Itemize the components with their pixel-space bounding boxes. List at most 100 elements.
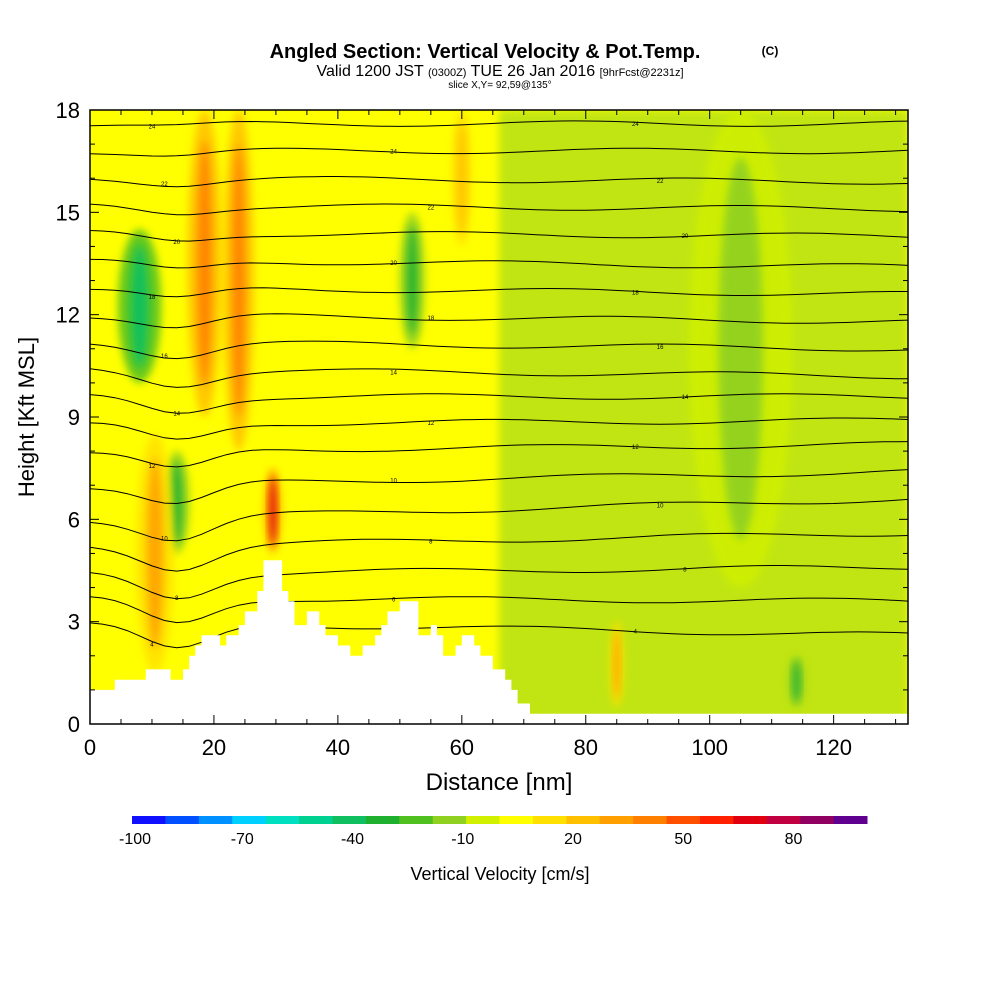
x-tick-label: 20 (202, 735, 226, 760)
isentrope-label: 16 (657, 345, 664, 351)
colorbar-swatch (499, 816, 534, 824)
isentrope (90, 532, 908, 572)
isentrope (90, 287, 908, 298)
isentrope-label: 18 (427, 316, 434, 322)
y-tick-label: 6 (68, 507, 80, 532)
colorbar-swatch (165, 816, 200, 824)
x-tick-label: 40 (326, 735, 350, 760)
colorbar-swatch (766, 816, 801, 824)
colorbar-tick-label: -10 (451, 831, 474, 848)
isentrope-label: 12 (427, 421, 434, 427)
colorbar-swatch (532, 816, 567, 824)
colorbar-swatch (466, 816, 500, 824)
y-tick-label: 9 (68, 405, 80, 430)
isentrope-label: 22 (161, 182, 168, 188)
isentrope (90, 230, 908, 242)
subtitle-utc: (0300Z) (428, 67, 467, 79)
subtitle-fcst: [9hrFcst@2231z] (600, 67, 684, 79)
subtitle-valid: Valid 1200 JST (316, 63, 424, 80)
updraft-band (457, 123, 467, 233)
downdraft-band (718, 157, 763, 540)
isentrope-label: 20 (390, 261, 397, 267)
colorbar-swatch (800, 816, 835, 824)
isentrope-label: 12 (632, 445, 639, 451)
colorbar-tick-label: -40 (341, 831, 364, 848)
colorbar-swatch (666, 816, 701, 824)
x-axis-label: Distance [nm] (426, 769, 573, 796)
isentrope-label: 6 (392, 598, 396, 604)
isentrope-label: 10 (657, 504, 664, 510)
isentrope (90, 368, 908, 388)
y-tick-label: 3 (68, 610, 80, 635)
downdraft-band (171, 461, 183, 544)
isentrope-label: 12 (149, 464, 156, 470)
chart-title: Angled Section: Vertical Velocity & Pot.… (270, 41, 701, 63)
isentrope-label: 8 (683, 567, 687, 573)
plot-area: 4 4 6 8 8 8 10 10 10 12 12 12 14 14 14 16 16 18 18 18 20 20 20… (90, 110, 908, 724)
downdraft-band (130, 244, 149, 368)
colorbar-tick-label: 80 (785, 831, 803, 848)
isentropes: 4 4 6 8 8 8 10 10 10 12 12 12 14 14 14 16 16 18 18 18 20 20 20… (90, 120, 908, 649)
y-axis-label: Height [Kft MSL] (14, 337, 39, 497)
updraft-band (146, 457, 164, 649)
isentrope-label: 18 (632, 290, 639, 296)
colorbar-swatch (399, 816, 434, 824)
colorbar-swatch (232, 816, 267, 824)
isentrope (90, 417, 908, 440)
colorbar (132, 816, 868, 824)
colorbar-swatch (633, 816, 668, 824)
colorbar-label: Vertical Velocity [cm/s] (410, 864, 589, 884)
terrain (90, 560, 908, 724)
isentrope (90, 565, 908, 600)
x-tick-label: 100 (691, 735, 728, 760)
isentrope-label: 14 (682, 395, 689, 401)
isentrope-label: 8 (429, 539, 433, 545)
isentrope (90, 340, 908, 360)
colorbar-swatch (733, 816, 768, 824)
y-tick-label: 15 (56, 200, 80, 225)
colorbar-swatch (566, 816, 601, 824)
colorbar-swatch (332, 816, 367, 824)
updraft-band (232, 144, 246, 418)
subtitle-date: TUE 26 Jan 2016 (471, 63, 596, 80)
updraft-band (613, 630, 620, 699)
isentrope-label: 20 (173, 240, 180, 246)
y-tick-label: 18 (56, 98, 80, 123)
y-tick-label: 0 (68, 712, 80, 737)
x-tick-label: 0 (84, 735, 96, 760)
colorbar-swatch (833, 816, 868, 824)
updraft-band (197, 140, 213, 387)
colorbar-swatch (599, 816, 634, 824)
isentrope (90, 498, 908, 542)
colorbar-swatch (299, 816, 333, 824)
colorbar-tick-label: -70 (231, 831, 254, 848)
downdraft-band (406, 225, 418, 336)
chart-subtitle-slice: slice X,Y= 92,59@135° (448, 80, 551, 91)
colorbar-tick-labels: -100 -70 -40 -10 20 50 80 (119, 831, 803, 848)
isentrope (90, 147, 908, 157)
isentrope (90, 441, 908, 468)
velocity-fills (117, 110, 908, 724)
isentrope (90, 622, 908, 649)
x-axis: 0 20 40 60 80 100 120 (84, 110, 897, 760)
isentrope-label: 10 (161, 536, 168, 542)
isentrope-label: 20 (682, 234, 689, 240)
colorbar-swatch (265, 816, 300, 824)
updraft-band (269, 476, 277, 545)
colorbar-swatch (132, 816, 166, 824)
isentrope (90, 203, 908, 216)
isentrope-label: 24 (632, 122, 639, 128)
isentrope-label: 24 (149, 124, 156, 130)
isentrope (90, 596, 908, 624)
isentrope (90, 120, 908, 127)
colorbar-tick-label: 20 (564, 831, 582, 848)
colorbar-swatch (365, 816, 400, 824)
isentrope (90, 469, 908, 505)
colorbar-swatch (198, 816, 233, 824)
x-tick-label: 120 (815, 735, 852, 760)
x-tick-label: 80 (574, 735, 598, 760)
isentrope (90, 393, 908, 414)
isentrope (90, 313, 908, 329)
colorbar-tick-label: 50 (674, 831, 692, 848)
